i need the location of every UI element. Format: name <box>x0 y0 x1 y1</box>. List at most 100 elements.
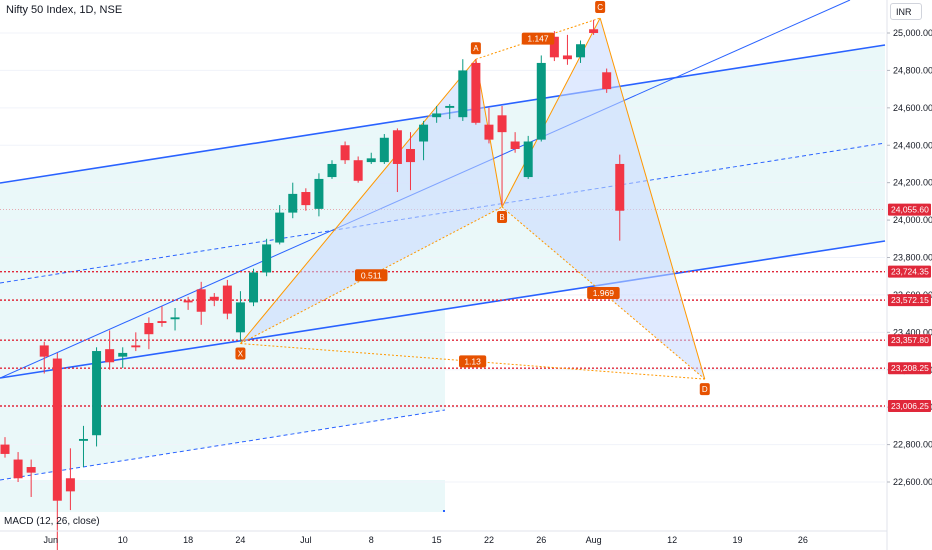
candle-up[interactable] <box>288 193 298 213</box>
ratio-label: 1.969 <box>593 288 615 298</box>
candle-down[interactable] <box>510 141 520 149</box>
pattern-point-badge[interactable] <box>235 347 246 360</box>
candle-up[interactable] <box>445 105 455 108</box>
time-tick-label: 22 <box>484 535 494 545</box>
candle-down[interactable] <box>340 145 350 161</box>
price-level-badge[interactable] <box>888 362 931 375</box>
pattern-point-label: C <box>597 3 603 12</box>
candle-down[interactable] <box>0 444 10 454</box>
candle-down[interactable] <box>105 349 115 363</box>
price-tick-label: 23,400.00 <box>893 327 932 337</box>
candle-down[interactable] <box>26 467 36 473</box>
candle-down[interactable] <box>602 72 612 90</box>
candle-up[interactable] <box>249 272 259 303</box>
time-tick-label: 10 <box>118 535 128 545</box>
candle-up[interactable] <box>458 70 468 118</box>
candle-down[interactable] <box>157 321 167 323</box>
candle-up[interactable] <box>432 113 442 118</box>
ratio-badge[interactable] <box>587 287 620 300</box>
candle-down[interactable] <box>222 285 232 314</box>
time-tick-label: Aug <box>586 535 602 545</box>
price-tick-label: 24,800.00 <box>893 65 932 75</box>
pattern-point-badge[interactable] <box>595 1 606 14</box>
price-level-value: 23,357.80 <box>891 335 929 345</box>
candle-up[interactable] <box>419 124 429 142</box>
pattern-point-label: X <box>238 350 244 359</box>
candle-up[interactable] <box>92 351 102 436</box>
price-tick-label: 24,600.00 <box>893 103 932 113</box>
currency-selector[interactable]: INR <box>890 3 922 20</box>
ratio-badge[interactable] <box>521 32 555 45</box>
candle-down[interactable] <box>131 345 141 348</box>
candle-down[interactable] <box>549 36 559 58</box>
pattern-point-badge[interactable] <box>470 42 481 55</box>
candle-down[interactable] <box>144 322 154 335</box>
price-level-value: 23,208.25 <box>891 363 929 373</box>
candle-down[interactable] <box>209 296 219 301</box>
candle-down[interactable] <box>392 130 402 164</box>
candle-down[interactable] <box>196 289 206 312</box>
candle-down[interactable] <box>497 115 507 133</box>
candle-up[interactable] <box>576 44 586 58</box>
channel-low-line[interactable] <box>0 409 446 481</box>
candle-up[interactable] <box>314 178 324 209</box>
price-level-value: 23,572.15 <box>891 295 929 305</box>
channel-lower-line[interactable] <box>0 240 886 379</box>
ratio-badge[interactable] <box>459 355 487 368</box>
macd-indicator-label[interactable]: MACD (12, 26, close) <box>4 516 100 527</box>
price-tick-label: 25,000.00 <box>893 28 932 38</box>
candle-up[interactable] <box>170 317 180 320</box>
candle-up[interactable] <box>536 62 546 140</box>
price-tick-label: 24,000.00 <box>893 215 932 225</box>
candle-down[interactable] <box>13 459 23 479</box>
candle-up[interactable] <box>262 244 272 273</box>
pattern-xab-fill <box>240 59 503 344</box>
candle-down[interactable] <box>589 29 599 33</box>
candle-up[interactable] <box>235 302 245 333</box>
pattern-bcd-fill <box>502 18 705 380</box>
candle-down[interactable] <box>353 160 363 181</box>
candle-down[interactable] <box>52 358 62 501</box>
candle-up[interactable] <box>275 212 285 243</box>
candle-up[interactable] <box>78 438 88 441</box>
time-tick-label: 12 <box>667 535 677 545</box>
ratio-label: 1.147 <box>527 34 549 44</box>
price-tick-label: 22,600.00 <box>893 477 932 487</box>
candle-up[interactable] <box>523 141 533 178</box>
candle-up[interactable] <box>366 158 376 163</box>
pattern-point-badge[interactable] <box>497 210 508 223</box>
time-tick-label: 26 <box>536 535 546 545</box>
candle-down[interactable] <box>39 345 49 357</box>
candle-up[interactable] <box>327 163 337 178</box>
price-level-badge[interactable] <box>888 265 931 278</box>
pattern-point-badge[interactable] <box>699 383 710 396</box>
price-level-badge[interactable] <box>888 294 931 307</box>
ratio-badge[interactable] <box>354 269 388 282</box>
candle-down[interactable] <box>405 148 415 163</box>
price-level-badge[interactable] <box>888 203 931 216</box>
candle-down[interactable] <box>301 192 311 206</box>
candle-down[interactable] <box>183 300 193 303</box>
candle-down[interactable] <box>615 163 625 211</box>
pattern-point-label: B <box>499 213 504 222</box>
ratio-label: 1.13 <box>464 356 481 366</box>
candle-down[interactable] <box>562 55 572 60</box>
price-level-badge[interactable] <box>888 399 931 412</box>
time-tick-label: 26 <box>798 535 808 545</box>
candle-down[interactable] <box>65 478 75 492</box>
candle-down[interactable] <box>484 124 494 140</box>
candle-up[interactable] <box>118 352 128 357</box>
candle-down[interactable] <box>471 62 481 123</box>
time-tick-label: Jul <box>300 535 312 545</box>
chart-title: Nifty 50 Index, 1D, NSE <box>6 4 123 16</box>
channel-fill <box>0 45 885 480</box>
price-level-value: 24,055.60 <box>891 205 929 215</box>
price-level-badge[interactable] <box>888 334 931 347</box>
candle-up[interactable] <box>379 137 389 163</box>
pattern-cd-leg[interactable] <box>599 17 706 380</box>
time-tick-label: 8 <box>369 535 374 545</box>
time-tick-label: 18 <box>183 535 193 545</box>
pattern-xb-ratio-line[interactable] <box>240 206 503 345</box>
time-tick-label: 15 <box>432 535 442 545</box>
